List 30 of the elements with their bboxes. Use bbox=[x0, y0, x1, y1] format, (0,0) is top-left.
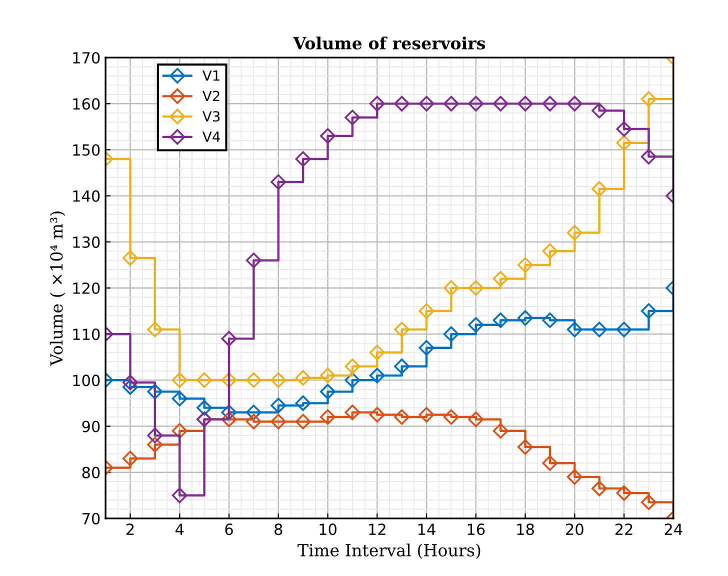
y-tick-label: 70 bbox=[82, 512, 100, 524]
x-axis-title: Time Interval (Hours) bbox=[298, 544, 480, 559]
y-tick-label: 120 bbox=[73, 282, 100, 294]
x-tick-label: 4 bbox=[176, 524, 184, 535]
x-tick-label: 20 bbox=[566, 524, 584, 536]
legend-label: V1 bbox=[202, 70, 220, 81]
x-tick-label: 22 bbox=[615, 524, 632, 535]
x-tick-label: 16 bbox=[468, 524, 485, 536]
y-tick-label: 110 bbox=[73, 328, 100, 340]
legend-label: V2 bbox=[202, 90, 220, 102]
y-axis-title: Volume ( ×10⁴ m³) bbox=[50, 212, 66, 366]
y-tick-label: 90 bbox=[82, 420, 100, 432]
y-tick-label: 170 bbox=[73, 52, 100, 64]
x-tick-label: 14 bbox=[418, 524, 436, 535]
x-tick-label: 2 bbox=[126, 524, 134, 535]
x-tick-label: 24 bbox=[664, 524, 682, 535]
chart-title: Volume of reservoirs bbox=[293, 36, 486, 50]
x-tick-label: 6 bbox=[225, 524, 233, 536]
y-tick-label: 140 bbox=[73, 190, 100, 202]
y-tick-label: 130 bbox=[73, 236, 100, 248]
y-tick-label: 150 bbox=[73, 144, 100, 156]
x-tick-label: 8 bbox=[274, 524, 282, 536]
y-tick-label: 80 bbox=[82, 466, 100, 478]
y-tick-label: 100 bbox=[73, 374, 100, 386]
legend-label: V3 bbox=[202, 111, 220, 122]
x-tick-label: 18 bbox=[517, 524, 534, 536]
legend-label: V4 bbox=[202, 132, 220, 142]
x-tick-label: 10 bbox=[320, 524, 336, 536]
x-tick-label: 12 bbox=[369, 524, 386, 535]
y-tick-label: 160 bbox=[73, 98, 100, 110]
